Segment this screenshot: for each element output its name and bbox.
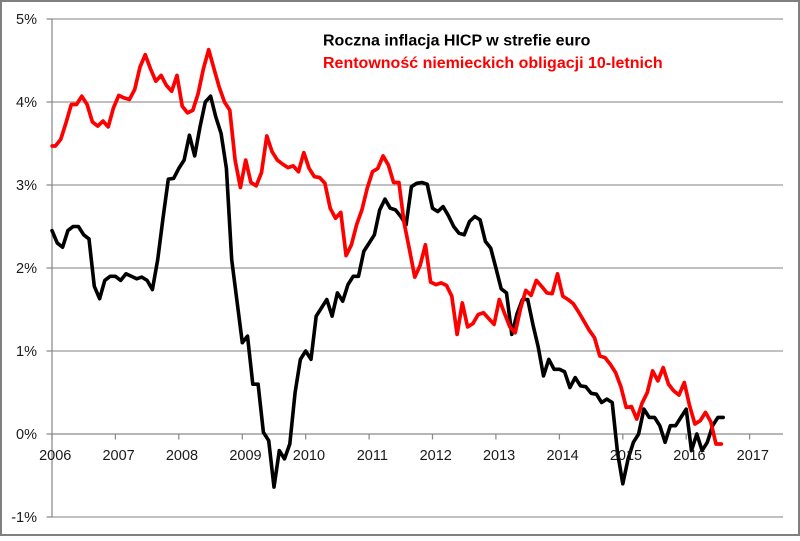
svg-text:2016: 2016 (673, 448, 705, 464)
svg-text:Roczna inflacja HICP w strefi: Roczna inflacja HICP w strefie euro (323, 33, 591, 50)
svg-text:2014: 2014 (546, 448, 578, 464)
svg-text:5%: 5% (16, 12, 37, 28)
svg-text:2009: 2009 (229, 448, 261, 464)
svg-text:2010: 2010 (293, 448, 325, 464)
svg-text:2015: 2015 (610, 448, 642, 464)
svg-text:2013: 2013 (483, 448, 515, 464)
svg-text:1%: 1% (16, 344, 37, 360)
svg-text:0%: 0% (16, 427, 37, 443)
svg-text:3%: 3% (16, 178, 37, 194)
svg-text:2007: 2007 (102, 448, 134, 464)
svg-text:2%: 2% (16, 261, 37, 277)
svg-text:Rentowność niemieckich obligac: Rentowność niemieckich obligacji 10-letn… (323, 55, 663, 72)
svg-text:2011: 2011 (357, 448, 388, 464)
svg-text:-1%: -1% (11, 510, 37, 526)
svg-text:2008: 2008 (166, 448, 198, 464)
svg-text:2017: 2017 (737, 448, 769, 464)
svg-text:2006: 2006 (39, 448, 71, 464)
svg-text:2012: 2012 (420, 448, 452, 464)
svg-text:4%: 4% (16, 95, 37, 111)
